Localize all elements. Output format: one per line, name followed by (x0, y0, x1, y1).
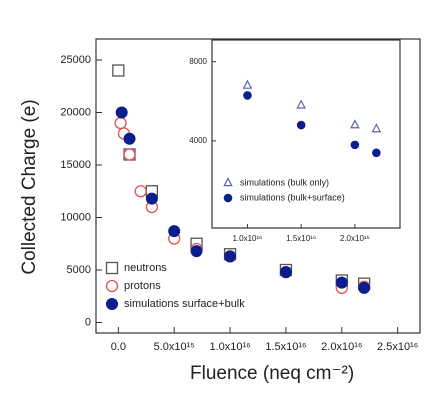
data-point (371, 123, 382, 133)
legend-marker (223, 177, 233, 187)
y-tick-label: 10000 (60, 211, 91, 223)
data-point (168, 225, 181, 238)
legend-label: simulations (bulk only) (240, 177, 329, 187)
y-tick-label: 4000 (189, 136, 207, 145)
plot-frame (95, 38, 421, 334)
data-point (123, 148, 136, 161)
y-tick-label: 25000 (60, 54, 91, 66)
y-axis-title: Collected Charge (e) (19, 99, 40, 274)
y-tick-label: 8000 (189, 57, 207, 66)
data-point (242, 79, 253, 89)
x-tick-label: 2.5x10¹⁶ (377, 341, 418, 353)
legend-marker (223, 193, 233, 203)
y-tick-label: 5000 (67, 264, 91, 276)
legend-label: protons (124, 280, 161, 292)
legend-label: neutrons (124, 262, 167, 274)
data-point (115, 106, 128, 119)
data-point (358, 281, 371, 294)
x-tick-label: 5.0x10¹⁵ (154, 341, 195, 353)
x-tick-label: 2.0x10¹⁶ (340, 234, 370, 243)
legend-marker (106, 298, 118, 310)
data-point (350, 140, 360, 150)
data-point (279, 266, 292, 279)
legend-marker (105, 279, 119, 293)
plot-frame (211, 39, 401, 229)
data-point (350, 119, 360, 129)
legend-marker (105, 261, 119, 275)
inset-background (212, 40, 400, 228)
legend-label: simulations surface+bulk (124, 298, 245, 310)
data-point (123, 132, 136, 145)
data-point (243, 91, 252, 100)
data-point (114, 116, 127, 130)
data-point (112, 64, 125, 77)
x-tick-label: 2.0x10¹⁶ (321, 341, 362, 353)
x-tick-label: 1.0x10¹⁶ (209, 341, 250, 353)
y-tick-label: 20000 (60, 106, 91, 118)
y-tick-label: 0 (85, 316, 91, 328)
y-tick-label: 15000 (60, 159, 91, 171)
legend-label: simulations (bulk+surface) (240, 192, 345, 202)
data-point (296, 99, 306, 109)
data-point (224, 250, 237, 263)
x-tick-label: 0.0 (111, 341, 126, 353)
x-tick-label: 1.5x10¹⁶ (286, 234, 316, 243)
x-tick-label: 1.5x10¹⁶ (265, 341, 306, 353)
data-point (372, 148, 381, 158)
data-point (335, 276, 348, 289)
data-point (296, 120, 306, 130)
data-point (190, 245, 203, 258)
data-point (134, 185, 147, 198)
data-point (145, 192, 158, 205)
x-axis-title: Fluence (neq cm⁻²) (190, 363, 354, 384)
x-tick-label: 1.0x10¹⁶ (232, 234, 262, 243)
